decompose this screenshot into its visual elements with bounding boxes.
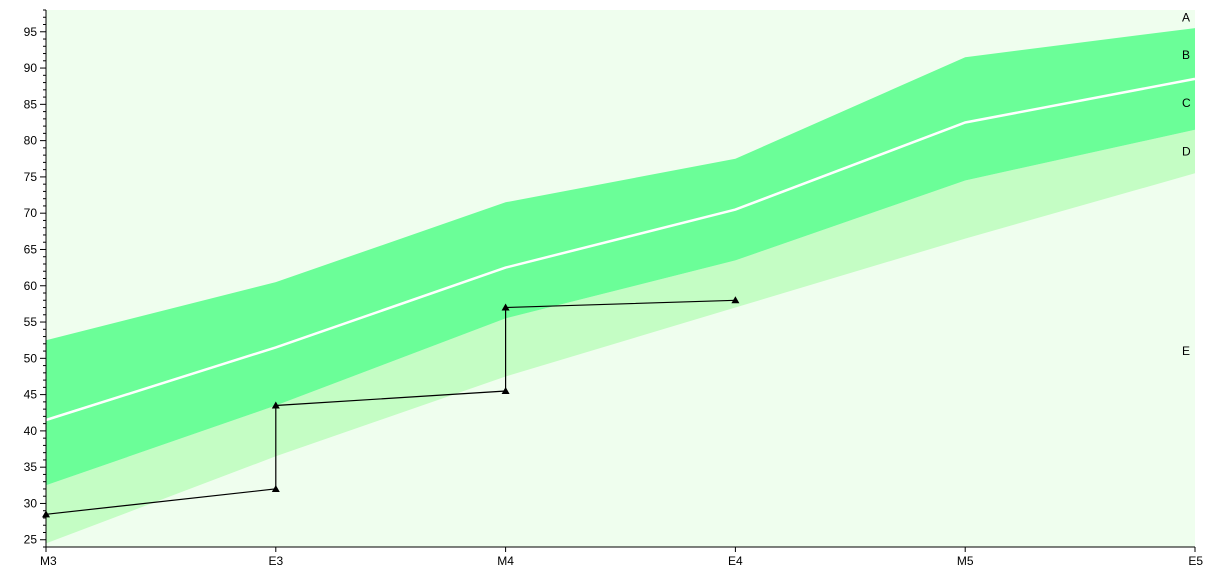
y-tick-label: 90: [24, 61, 38, 75]
y-tick-label: 80: [24, 134, 38, 148]
band-label-c: C: [1182, 96, 1191, 110]
y-tick-label: 75: [24, 170, 38, 184]
y-tick-label: 30: [24, 497, 38, 511]
band-b-upper: [46, 28, 1195, 420]
band-label-d: D: [1182, 145, 1191, 159]
series-marker: [501, 303, 510, 311]
y-tick-label: 40: [24, 424, 38, 438]
x-tick-label: M3: [40, 554, 57, 568]
y-tick-label: 25: [24, 533, 38, 547]
band-d: [46, 129, 1195, 544]
y-tick-label: 65: [24, 243, 38, 257]
series-line: [45, 299, 736, 515]
series-group: [42, 296, 740, 518]
series-marker: [731, 296, 740, 304]
series-marker: [271, 484, 280, 492]
y-tick-label: 35: [24, 460, 38, 474]
y-tick-label: 95: [24, 25, 38, 39]
x-tick-label: E3: [268, 554, 283, 568]
band-b-c: [46, 78, 1195, 486]
x-tick-label: E4: [728, 554, 743, 568]
y-tick-label: 85: [24, 97, 38, 111]
x-tick-label: E5: [1188, 554, 1203, 568]
x-tick-label: M5: [957, 554, 974, 568]
y-tick-label: 45: [24, 388, 38, 402]
x-tick-label: M4: [497, 554, 514, 568]
y-tick-label: 60: [24, 279, 38, 293]
band-labels: A B C D E: [1182, 10, 1191, 358]
y-tick-label: 50: [24, 351, 38, 365]
band-label-a: A: [1182, 10, 1190, 24]
series-marker: [501, 386, 510, 394]
median-line: [45, 77, 1196, 422]
axes: 25 30 35 40 45 50 55 60 65 70 75 80 85 90 95 M3 E3 M4 E4 M5…: [24, 9, 1203, 568]
series-marker: [271, 401, 280, 409]
y-tick-label: 70: [24, 206, 38, 220]
y-tick-label: 55: [24, 315, 38, 329]
band-label-b: B: [1182, 48, 1190, 62]
band-label-e: E: [1182, 344, 1190, 358]
